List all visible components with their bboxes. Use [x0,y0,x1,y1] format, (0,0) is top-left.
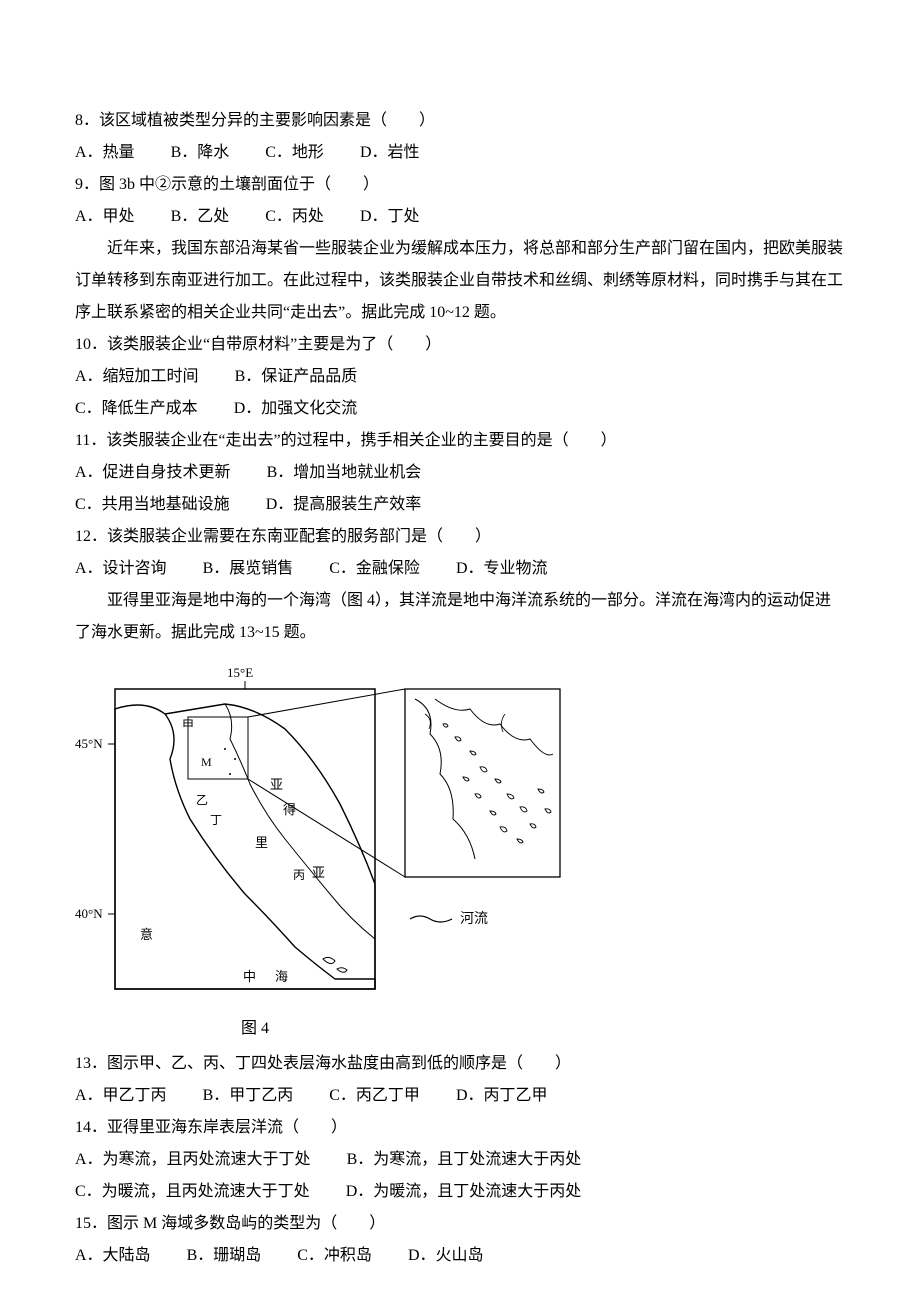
q12-options: A．设计咨询B．展览销售C．金融保险D．专业物流 [75,553,845,585]
legend-label: 河流 [460,911,488,927]
q9-stem: 9．图 3b 中②示意的土壤剖面位于（ ） [75,169,845,201]
q15-num: 15 [75,1215,91,1232]
passage-13-15: 亚得里亚海是地中海的一个海湾（图 4），其洋流是地中海洋流系统的一部分。洋流在海… [75,585,845,649]
svg-text:得: 得 [283,802,296,817]
svg-text:里: 里 [255,835,268,850]
svg-text:意: 意 [140,927,153,942]
q11-options-row1: A．促进自身技术更新B．增加当地就业机会 [75,457,845,489]
q14-num: 14 [75,1119,91,1136]
legend: 河流 [410,911,488,927]
label-m: M [201,755,212,769]
q9-num: 9 [75,176,83,193]
q8-options: A．热量B．降水C．地形D．岩性 [75,137,845,169]
q14-stem: 14．亚得里亚海东岸表层洋流（ ） [75,1112,845,1144]
svg-text:亚: 亚 [270,777,283,792]
lon-label: 15°E [227,665,253,680]
svg-text:海: 海 [275,969,288,984]
label-ding: 丁 [210,813,222,827]
svg-text:亚: 亚 [312,865,325,880]
q9-options: A．甲处B．乙处C．丙处D．丁处 [75,201,845,233]
figure-4: 15°E 45°N 40°N 甲 M 乙 丙 丁 亚 得 里 亚 海 意 中 [75,659,845,1044]
label-yi: 乙 [196,793,208,807]
lat-40: 40°N [75,906,103,921]
q13-options: A．甲乙丁丙B．甲丁乙丙C．丙乙丁甲D．丙丁乙甲 [75,1080,845,1112]
q8-stem: 8．该区域植被类型分异的主要影响因素是（ ） [75,105,845,137]
q13-num: 13 [75,1055,91,1072]
lat-45: 45°N [75,736,103,751]
q15-options: A．大陆岛B．珊瑚岛C．冲积岛D．火山岛 [75,1240,845,1272]
map-svg: 15°E 45°N 40°N 甲 M 乙 丙 丁 亚 得 里 亚 海 意 中 [75,659,575,1009]
svg-text:中: 中 [243,969,256,984]
q13-stem: 13．图示甲、乙、丙、丁四处表层海水盐度由高到低的顺序是（ ） [75,1048,845,1080]
q10-options-row1: A．缩短加工时间B．保证产品品质 [75,361,845,393]
passage-10-12: 近年来，我国东部沿海某省一些服装企业为缓解成本压力，将总部和部分生产部门留在国内… [75,233,845,329]
q10-num: 10 [75,336,91,353]
q14-options-row1: A．为寒流，且丙处流速大于丁处B．为寒流，且丁处流速大于丙处 [75,1144,845,1176]
label-bing: 丙 [293,868,305,882]
figure-4-label: 图 4 [75,1015,435,1044]
q12-num: 12 [75,528,91,545]
q10-options-row2: C．降低生产成本D．加强文化交流 [75,393,845,425]
right-map [405,689,560,877]
q12-stem: 12．该类服装企业需要在东南亚配套的服务部门是（ ） [75,521,845,553]
label-jia: 甲 [182,718,194,732]
q11-stem: 11．该类服装企业在“走出去”的过程中，携手相关企业的主要目的是（ ） [75,425,845,457]
q11-num: 11 [75,432,90,449]
q10-stem: 10．该类服装企业“自带原材料”主要是为了（ ） [75,329,845,361]
left-map: 15°E 45°N 40°N 甲 M 乙 丙 丁 亚 得 里 亚 海 意 中 [75,665,405,989]
q14-options-row2: C．为暖流，且丙处流速大于丁处D．为暖流，且丁处流速大于丙处 [75,1176,845,1208]
q11-options-row2: C．共用当地基础设施D．提高服装生产效率 [75,489,845,521]
q8-num: 8 [75,112,83,129]
q15-stem: 15．图示 M 海域多数岛屿的类型为（ ） [75,1208,845,1240]
